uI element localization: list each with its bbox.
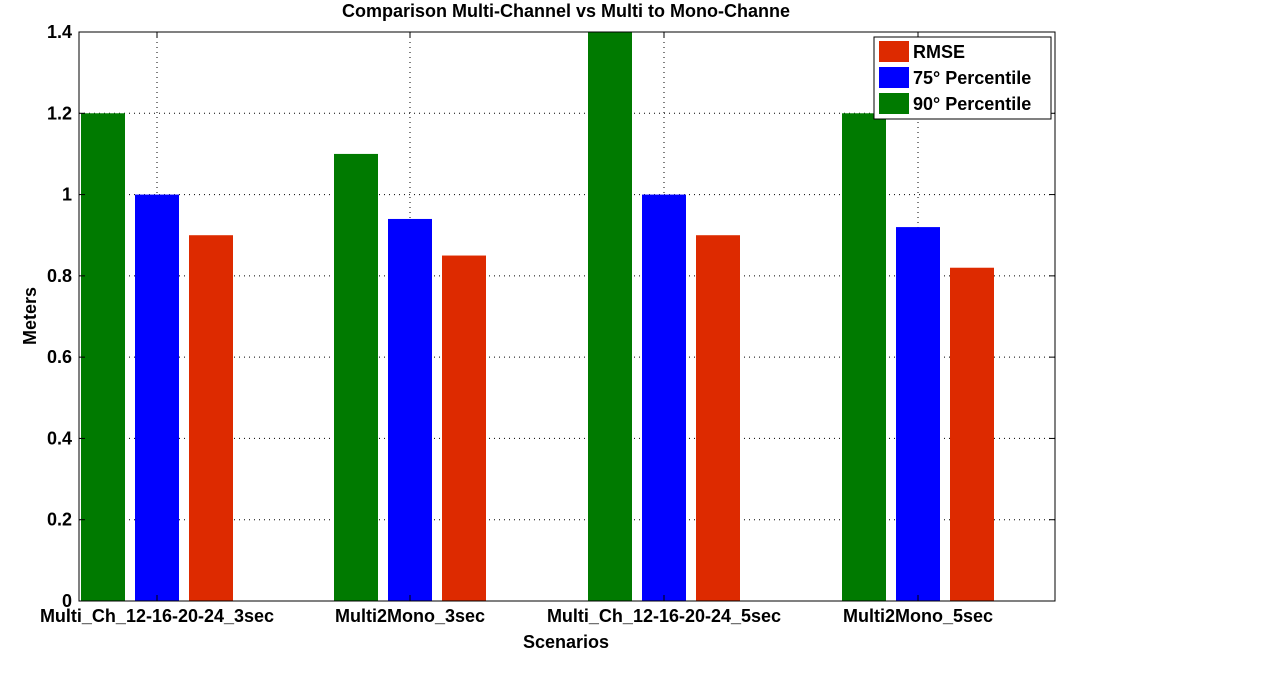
bar-rmse-0 — [189, 235, 233, 601]
x-axis-label: Scenarios — [523, 632, 609, 652]
bar-rmse-3 — [950, 267, 994, 601]
legend-label: 90° Percentile — [913, 94, 1031, 114]
bar-90-percentile-1 — [334, 153, 378, 601]
y-tick-label: 1.4 — [47, 22, 72, 42]
legend-label: 75° Percentile — [913, 68, 1031, 88]
plot-area-frame — [78, 31, 1056, 602]
bar-75-percentile-3 — [896, 227, 940, 602]
x-tick-label: Multi_Ch_12-16-20-24_5sec — [547, 606, 781, 626]
bar-rmse-2 — [696, 235, 740, 601]
bars — [81, 32, 994, 602]
y-axis-label: Meters — [20, 287, 40, 345]
x-tick-label: Multi2Mono_3sec — [335, 606, 485, 626]
y-tick-label: 0.4 — [47, 428, 72, 448]
axis-ticks — [79, 31, 1055, 602]
x-tick-label: Multi_Ch_12-16-20-24_3sec — [40, 606, 274, 626]
bar-75-percentile-1 — [388, 218, 432, 601]
bar-90-percentile-0 — [81, 113, 125, 602]
bar-90-percentile-3 — [842, 113, 886, 602]
y-tick-label: 0.8 — [47, 266, 72, 286]
legend-swatch — [879, 93, 909, 114]
y-tick-label: 1 — [62, 185, 72, 205]
y-tick-label: 1.2 — [47, 103, 72, 123]
y-tick-label: 0.2 — [47, 510, 72, 530]
legend-swatch — [879, 41, 909, 62]
legend: RMSE 75° Percentile 90° Percentile — [873, 36, 1052, 120]
bar-90-percentile-2 — [588, 32, 632, 601]
chart-title: Comparison Multi-Channel vs Multi to Mon… — [342, 1, 790, 21]
y-tick-label: 0 — [62, 591, 72, 611]
bar-rmse-1 — [442, 255, 486, 602]
x-axis-tick-labels: Multi_Ch_12-16-20-24_3sec Multi2Mono_3sec… — [40, 606, 993, 626]
y-tick-label: 0.6 — [47, 347, 72, 367]
legend-swatch — [879, 67, 909, 88]
legend-label: RMSE — [913, 42, 965, 62]
bar-75-percentile-0 — [135, 194, 179, 602]
bar-75-percentile-2 — [642, 194, 686, 602]
y-axis-tick-labels: 0 0.2 0.4 0.6 0.8 1 1.2 1.4 — [47, 22, 72, 611]
x-tick-label: Multi2Mono_5sec — [843, 606, 993, 626]
